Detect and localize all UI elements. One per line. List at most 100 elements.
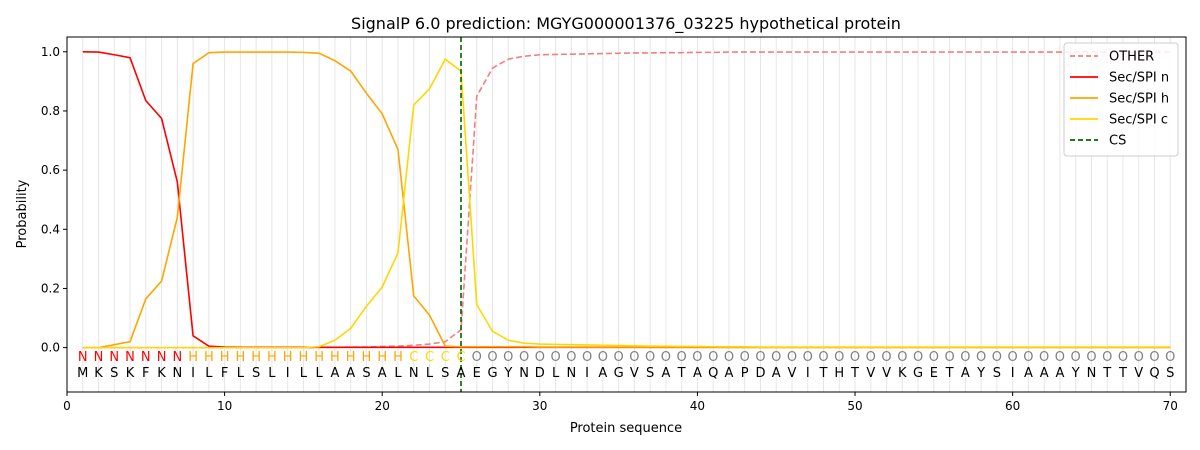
residue-label: G [614, 366, 624, 381]
residue-label: M [77, 366, 88, 381]
region-label: O [787, 350, 797, 365]
region-label: H [267, 350, 277, 365]
region-label: C [456, 350, 465, 365]
region-label: H [346, 350, 356, 365]
residue-label: K [157, 366, 166, 381]
residue-label: N [519, 366, 529, 381]
residue-label: Q [1149, 366, 1159, 381]
region-label: O [1039, 350, 1049, 365]
residue-label: N [566, 366, 576, 381]
legend-label: CS [1109, 134, 1126, 149]
region-label: O [487, 350, 497, 365]
residue-label: T [945, 366, 954, 381]
residue-label: A [457, 366, 466, 381]
region-label: O [740, 350, 750, 365]
legend: OTHER Sec/SPI n Sec/SPI h Sec/SPI c CS [1063, 42, 1179, 157]
region-label: H [377, 350, 387, 365]
region-label: C [409, 350, 418, 365]
residue-label: A [598, 366, 607, 381]
residue-label: S [110, 366, 118, 381]
residue-label: S [1166, 366, 1174, 381]
residue-label: A [1055, 366, 1064, 381]
region-label: H [204, 350, 214, 365]
region-label: O [535, 350, 545, 365]
region-label: O [1071, 350, 1081, 365]
residue-label: L [552, 366, 560, 381]
region-label: H [299, 350, 309, 365]
residue-label: K [126, 366, 135, 381]
region-label: C [441, 350, 450, 365]
region-label: O [866, 350, 876, 365]
residue-label: L [300, 366, 308, 381]
residue-label: L [426, 366, 434, 381]
residue-label: H [834, 366, 844, 381]
grid-lines [82, 37, 1171, 392]
region-label: O [661, 350, 671, 365]
region-label: O [881, 350, 891, 365]
residue-label: Q [708, 366, 718, 381]
region-label: H [393, 350, 403, 365]
residue-label: N [1087, 366, 1097, 381]
residue-label: A [693, 366, 702, 381]
residue-label: I [286, 366, 290, 381]
residue-label: K [898, 366, 907, 381]
residue-label: A [1024, 366, 1033, 381]
y-tick-label: 0.8 [41, 104, 60, 118]
region-label: C [425, 350, 434, 365]
legend-label: Sec/SPI h [1109, 92, 1169, 107]
residue-label: A [330, 366, 339, 381]
residue-label: N [409, 366, 419, 381]
region-label: O [677, 350, 687, 365]
region-label: O [614, 350, 624, 365]
y-tick-label: 0.0 [41, 341, 60, 355]
series-lines [82, 50, 1171, 349]
region-label: O [992, 350, 1002, 365]
region-label: H [251, 350, 261, 365]
residue-label: I [585, 366, 589, 381]
residue-label: G [487, 366, 497, 381]
region-label: H [220, 350, 230, 365]
residue-label: T [1102, 366, 1111, 381]
y-tick-label: 1.0 [41, 45, 60, 59]
region-label: N [94, 350, 104, 365]
region-label: O [1102, 350, 1112, 365]
region-label: O [1134, 350, 1144, 365]
residue-label: A [346, 366, 355, 381]
x-axis-ticks: 0 10 20 30 40 50 60 70 [63, 392, 1178, 413]
region-label: H [235, 350, 245, 365]
region-label: O [960, 350, 970, 365]
region-label: O [598, 350, 608, 365]
residue-label: L [394, 366, 402, 381]
x-tick-label: 10 [217, 399, 232, 413]
region-label: H [330, 350, 340, 365]
residue-label: E [473, 366, 481, 381]
residue-label: S [441, 366, 449, 381]
y-axis-label: Probability [15, 179, 30, 248]
region-label: H [188, 350, 198, 365]
region-label: H [283, 350, 293, 365]
residue-label: K [94, 366, 103, 381]
x-tick-label: 50 [847, 399, 862, 413]
residue-label: T [1118, 366, 1127, 381]
region-label: O [1118, 350, 1128, 365]
region-label: O [834, 350, 844, 365]
region-label: O [472, 350, 482, 365]
legend-box [1063, 42, 1179, 157]
residue-label: V [1134, 366, 1143, 381]
residue-label: Y [503, 366, 512, 381]
residue-label: T [677, 366, 686, 381]
x-tick-label: 20 [375, 399, 390, 413]
region-label: N [172, 350, 182, 365]
residue-label: V [788, 366, 797, 381]
region-label: O [944, 350, 954, 365]
y-tick-label: 0.2 [41, 281, 60, 295]
residue-label: F [221, 366, 228, 381]
region-label: O [929, 350, 939, 365]
residue-label: T [819, 366, 828, 381]
residue-label: A [724, 366, 733, 381]
chart-title: SignalP 6.0 prediction: MGYG000001376_03… [351, 14, 901, 34]
region-label: O [850, 350, 860, 365]
residue-label: S [362, 366, 370, 381]
residue-label: L [237, 366, 245, 381]
